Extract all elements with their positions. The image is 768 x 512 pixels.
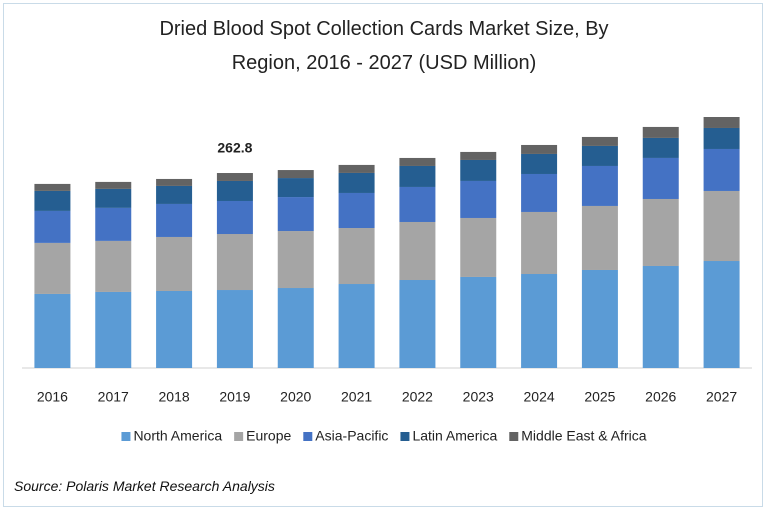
legend-label: Latin America <box>412 428 497 444</box>
x-tick-label: 2017 <box>98 389 129 405</box>
chart-title: Dried Blood Spot Collection Cards Market… <box>159 18 609 74</box>
bar-segment <box>581 205 618 270</box>
bar-segment <box>399 280 436 368</box>
bar-segment <box>581 269 618 368</box>
bar-segment <box>521 153 558 174</box>
bar-segment <box>338 172 375 193</box>
bar-segment <box>581 165 618 206</box>
bar-segment <box>521 273 558 368</box>
bar-segment <box>216 234 253 291</box>
bar-segment <box>703 190 740 262</box>
bar-segment <box>460 276 497 368</box>
bar-segment <box>521 211 558 274</box>
bar-segment <box>642 198 679 266</box>
bar-segment <box>460 180 497 218</box>
legend-label: Asia-Pacific <box>315 428 388 444</box>
bar-segment <box>216 180 253 201</box>
bar-segment <box>216 200 253 235</box>
bar-segment <box>156 290 193 368</box>
bar-segment <box>95 240 132 292</box>
legend-label: Middle East & Africa <box>521 428 646 444</box>
bar-segment <box>399 165 436 187</box>
bar-segment <box>156 236 193 291</box>
bar-segment <box>277 170 314 179</box>
x-tick-label: 2020 <box>280 389 311 405</box>
x-tick-label: 2027 <box>706 389 737 405</box>
x-tick-label: 2026 <box>645 389 676 405</box>
bar-segment <box>460 217 497 277</box>
bar-segment <box>338 164 375 173</box>
bar-segment <box>581 136 618 146</box>
bar-segment <box>156 185 193 204</box>
bar-segment <box>34 190 71 211</box>
bar-segment <box>399 186 436 222</box>
bar-segment <box>703 127 740 149</box>
bar-segment <box>156 203 193 237</box>
x-tick-label: 2018 <box>159 389 190 405</box>
legend-swatch <box>121 432 131 441</box>
bar-segment <box>34 210 71 243</box>
bar-segment <box>703 117 740 128</box>
bar-segment <box>277 178 314 198</box>
bar-segment <box>34 242 71 294</box>
legend-swatch <box>303 432 313 441</box>
bar-segment <box>642 265 679 368</box>
x-tick-label: 2019 <box>219 389 250 405</box>
bar-segment <box>34 293 71 368</box>
bar-segment <box>216 173 253 181</box>
source: Source: Polaris Market Research Analysis <box>14 478 275 494</box>
bar-segment <box>338 284 375 368</box>
bar-segment <box>277 197 314 232</box>
bar-segment <box>521 144 558 154</box>
bar-segment <box>338 227 375 285</box>
bar-segment <box>277 231 314 289</box>
x-tick-label: 2024 <box>524 389 555 405</box>
x-tick-label: 2016 <box>37 389 68 405</box>
bar-segment <box>460 159 497 181</box>
bar-segment <box>399 157 436 166</box>
legend-label: North America <box>133 428 222 444</box>
bar-segment <box>338 192 375 228</box>
bar-segment <box>703 261 740 368</box>
legend-label: Europe <box>246 428 291 444</box>
x-tick-label: 2025 <box>584 389 615 405</box>
x-tick-label: 2022 <box>402 389 433 405</box>
bar-segment <box>642 126 679 138</box>
x-tick-label: 2023 <box>463 389 494 405</box>
legend-swatch <box>400 432 410 441</box>
bar-segment <box>34 183 71 191</box>
bar-segment <box>460 151 497 160</box>
bar-segment <box>95 188 132 208</box>
legend-swatch <box>509 432 519 441</box>
bar-segment <box>642 137 679 158</box>
bar-segment <box>399 221 436 281</box>
bar-segment <box>95 207 132 241</box>
bar-segment <box>95 181 132 189</box>
bar-segment <box>521 173 558 212</box>
bar-segment <box>277 288 314 368</box>
bar-segment <box>156 178 193 186</box>
bar-segment <box>581 145 618 166</box>
bar-segment <box>95 291 132 368</box>
total-label: 262.8 <box>217 140 252 156</box>
bar-segment <box>642 157 679 199</box>
bar-segment <box>216 290 253 368</box>
legend: North America Europe Asia-Pacific Latin Ame… <box>121 428 647 444</box>
bar-segment <box>703 148 740 191</box>
frame <box>3 3 763 507</box>
legend-swatch <box>234 432 244 441</box>
x-tick-label: 2021 <box>341 389 372 405</box>
